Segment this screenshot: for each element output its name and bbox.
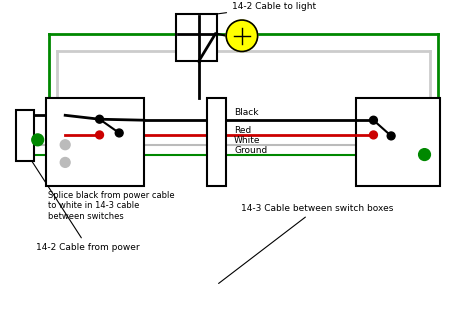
Circle shape — [115, 129, 123, 137]
Circle shape — [370, 116, 377, 124]
Text: Ground: Ground — [234, 146, 267, 155]
Bar — [356, 98, 440, 186]
Circle shape — [96, 115, 103, 123]
Circle shape — [60, 140, 70, 150]
Circle shape — [60, 158, 70, 167]
Bar — [207, 98, 226, 186]
Circle shape — [226, 20, 257, 51]
Text: Splice black from power cable
to white in 14-3 cable
between switches: Splice black from power cable to white i… — [47, 191, 174, 221]
Text: White: White — [234, 136, 261, 145]
Text: 14-2 Cable from power: 14-2 Cable from power — [30, 159, 139, 252]
Circle shape — [387, 132, 395, 140]
Text: Black: Black — [234, 108, 258, 117]
Circle shape — [32, 134, 44, 146]
Circle shape — [370, 131, 377, 139]
Bar — [46, 98, 144, 186]
Circle shape — [419, 149, 430, 160]
Circle shape — [96, 131, 103, 139]
Text: 14-3 Cable between switch boxes: 14-3 Cable between switch boxes — [219, 204, 393, 284]
Bar — [16, 110, 34, 161]
Text: 14-2 Cable to light: 14-2 Cable to light — [189, 2, 316, 18]
Bar — [176, 14, 218, 61]
Text: Red: Red — [234, 125, 251, 135]
